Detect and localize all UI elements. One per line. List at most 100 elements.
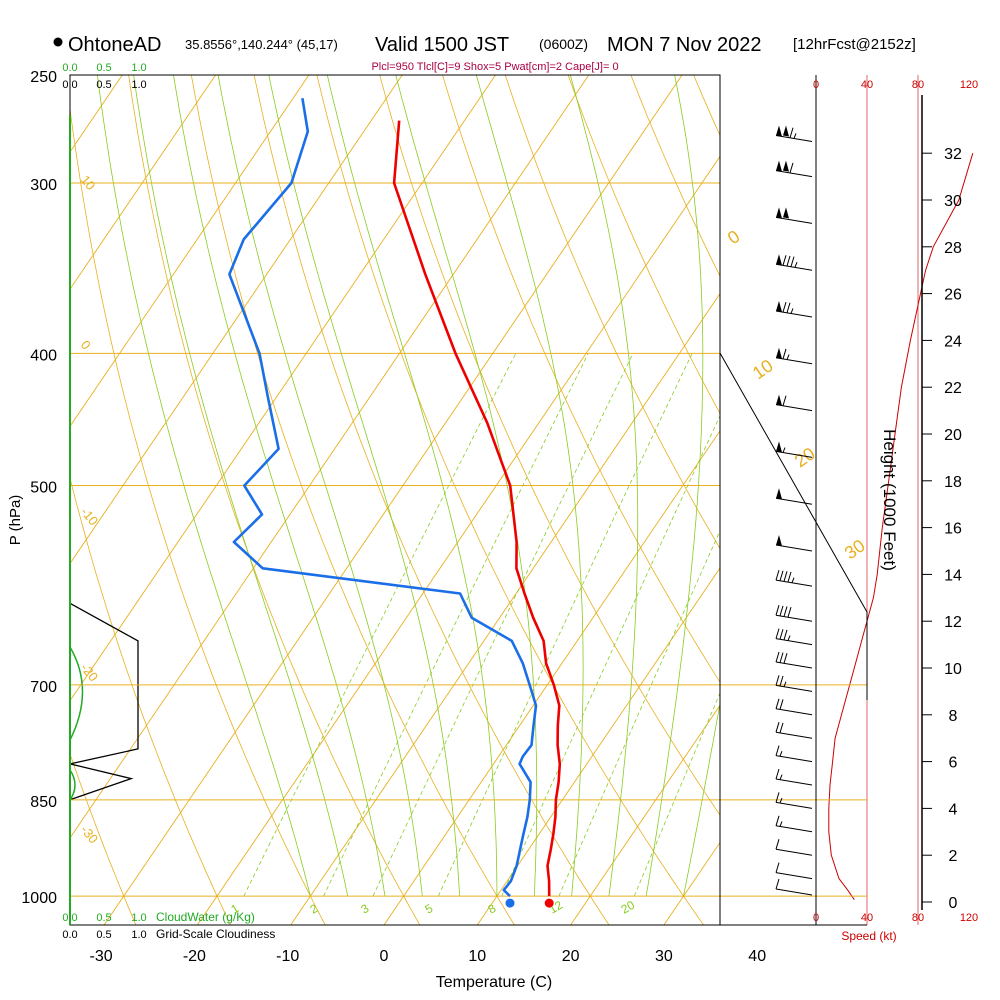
wind-barb — [775, 254, 813, 271]
height-tick-label: 30 — [944, 193, 962, 210]
isotherm-line — [103, 75, 683, 925]
wind-barb-flag — [779, 675, 784, 687]
dry-adiabat-line — [567, 75, 720, 415]
mixing-ratio-line — [633, 692, 720, 897]
wind-barb-flag — [790, 256, 795, 267]
y-tick-label: 850 — [30, 794, 57, 811]
cloudiness-scale-bottom: 0.5 — [96, 929, 111, 941]
wind-barb-half-flag — [779, 797, 783, 804]
wind-barb-flag — [779, 629, 784, 640]
height-tick-label: 16 — [944, 521, 962, 538]
wind-barb-half-flag — [787, 635, 791, 641]
height-tick-label: 10 — [944, 661, 962, 678]
wind-barb-half-flag — [794, 262, 798, 268]
surface-dewpoint-marker — [505, 898, 515, 908]
height-tick-label: 32 — [944, 146, 962, 163]
height-tick-label: 6 — [949, 755, 958, 772]
height-tick-label: 0 — [949, 895, 958, 912]
cloud-water-scale-top: 0.5 — [96, 62, 111, 74]
y-tick-label: 700 — [30, 679, 57, 696]
wind-barb-staff — [775, 801, 813, 809]
moist-adiabat-line — [758, 75, 948, 896]
wind-barb — [775, 347, 813, 365]
cloudiness-scale-bottom: 1.0 — [131, 929, 146, 941]
tropopause-boundary — [719, 352, 868, 700]
wind-barb-pennant — [783, 125, 789, 137]
wind-barb-pennant — [776, 301, 782, 312]
sounding-profiles — [228, 97, 562, 908]
wind-barb-flag — [787, 606, 792, 618]
moist-adiabat-line — [721, 75, 871, 896]
cloud-water-scale-bottom: 1.0 — [131, 912, 146, 924]
mixing-ratio-label: 2 — [308, 901, 321, 917]
wind-barb-staff — [775, 778, 813, 786]
cloud-water-label: CloudWater (g/Kg) — [156, 910, 255, 924]
mixing-ratio-line — [243, 353, 517, 897]
wind-barb-flag — [782, 255, 787, 266]
moist-adiabat-line — [683, 701, 720, 897]
moist-adiabat-label: 0 — [724, 226, 744, 248]
wind-barb-half-flag — [783, 681, 787, 687]
isotherm-line — [70, 75, 496, 702]
x-tick-label: 20 — [562, 948, 580, 965]
wind-barb-pennant — [776, 160, 782, 172]
moist-adiabat-line — [569, 75, 639, 897]
dry-adiabat-line — [379, 75, 720, 816]
cloud-water-scale-bottom: 0.5 — [96, 912, 111, 924]
wind-barb-half-flag — [779, 821, 783, 827]
wind-barb-flag — [775, 569, 780, 581]
moist-adiabat-label: 30 — [841, 535, 869, 563]
sounding-indices: Plcl=950 Tlcl[C]=9 Shox=5 Pwat[cm]=2 Cap… — [371, 61, 618, 73]
wind-barb-pennant — [783, 207, 789, 219]
isotherm-line — [476, 567, 720, 925]
height-axis-title: Height (1000 Feet) — [880, 429, 899, 571]
wind-barb-half-flag — [779, 774, 783, 780]
height-tick-label: 2 — [949, 848, 958, 865]
wind-barb — [775, 125, 813, 142]
wind-barb-flag — [789, 162, 794, 173]
wind-barb-staff — [775, 661, 813, 669]
cloudiness-label: Grid-Scale Cloudiness — [156, 927, 275, 941]
wind-barb-flag — [783, 629, 788, 641]
wind-barb-flag — [775, 651, 780, 663]
wind-barbs — [775, 125, 813, 896]
dry-adiabat-line — [504, 75, 720, 550]
wind-barb — [775, 792, 813, 809]
x-tick-label: 30 — [655, 948, 673, 965]
wind-barb-staff — [775, 731, 813, 739]
wind-barb-flag — [775, 815, 780, 826]
y-tick-label: 500 — [30, 480, 57, 497]
mixing-ratio-label: 3 — [359, 901, 372, 917]
cloudiness-scale-top: 0.0 — [62, 79, 77, 91]
height-tick-label: 28 — [944, 240, 962, 257]
height-tick-label: 8 — [949, 708, 958, 725]
cloud-water-scale-top: 1.0 — [131, 62, 146, 74]
wind-barb-half-flag — [782, 447, 786, 453]
wind-barb-pennant — [776, 488, 782, 500]
moist-adiabat-line — [475, 75, 584, 897]
wind-barb-flag — [779, 652, 784, 663]
speed-tick-label-bottom: 0 — [813, 912, 819, 924]
chart-background-lines — [70, 75, 1000, 925]
site-marker-icon — [53, 37, 63, 47]
mixing-ratio-label: 20 — [619, 898, 638, 917]
wind-barb — [775, 862, 813, 880]
valid-time: Valid 1500 JST — [375, 34, 509, 56]
dry-adiabat-line — [756, 75, 1000, 925]
mixing-ratio-label: 8 — [486, 901, 499, 917]
wind-barb — [775, 605, 813, 622]
wind-barb-staff — [775, 579, 813, 587]
wind-barb — [775, 441, 813, 458]
speed-tick-label-bottom: 120 — [960, 912, 978, 924]
wind-barb — [775, 675, 813, 692]
y-tick-label: 250 — [30, 69, 57, 86]
mixing-ratio-line — [501, 414, 720, 897]
cloudiness-profile — [69, 602, 139, 801]
wind-barb-staff — [775, 614, 813, 622]
wind-barb-flag — [786, 302, 791, 313]
dewpoint-profile — [228, 97, 538, 898]
wind-barb — [775, 722, 813, 739]
mixing-ratio-line — [323, 353, 589, 897]
wind-barb-flag — [779, 722, 784, 733]
moist-adiabat-line — [645, 75, 704, 897]
